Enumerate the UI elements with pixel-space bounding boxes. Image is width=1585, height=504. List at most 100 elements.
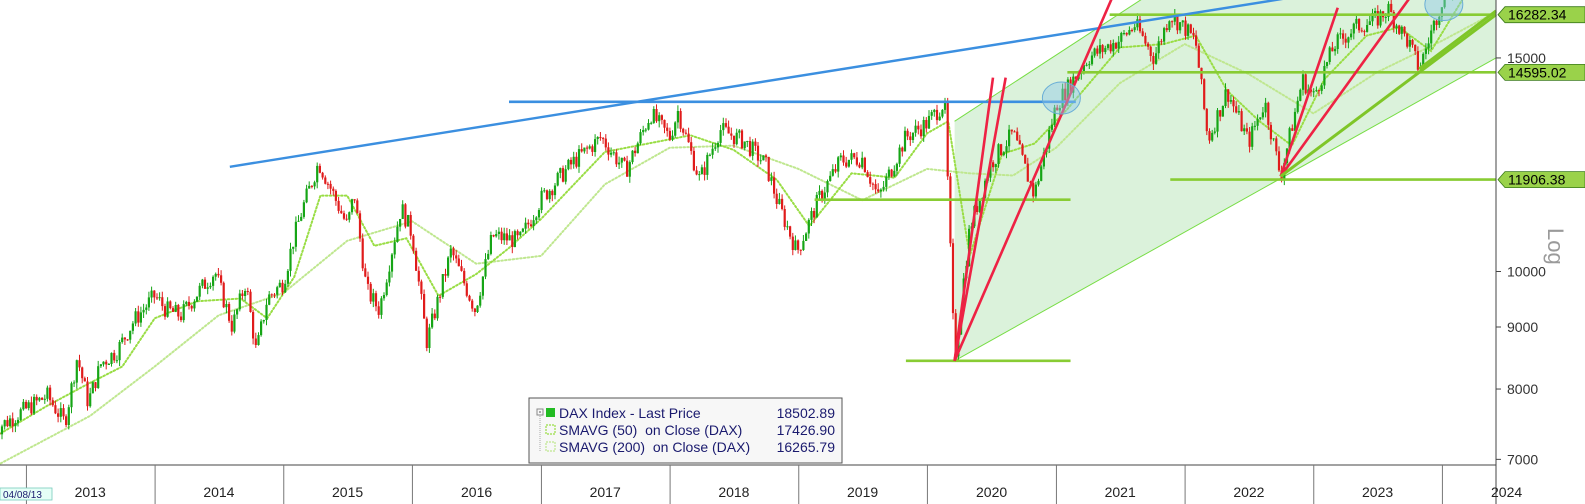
candle-body <box>326 183 329 185</box>
candle-body <box>273 294 276 296</box>
candle-body <box>1155 53 1158 64</box>
legend-value-price: 18502.89 <box>777 405 836 421</box>
candle-body <box>842 155 845 163</box>
candle-body <box>1291 128 1294 131</box>
candle-body <box>580 149 583 152</box>
candle-body <box>187 301 191 306</box>
candle-body <box>161 297 164 307</box>
candle-body <box>858 164 861 168</box>
candle-body <box>1058 108 1061 111</box>
candle-body <box>364 268 367 277</box>
y-tick-label: 7000 <box>1507 451 1538 467</box>
x-tick-label: 2014 <box>203 484 234 500</box>
legend-value-sma50: 17426.90 <box>777 422 836 438</box>
candle-body <box>1315 90 1318 92</box>
candle-body <box>1208 131 1211 141</box>
candle-body <box>1120 33 1123 42</box>
candle-body <box>1253 125 1256 127</box>
candle-body <box>1197 45 1200 68</box>
candle-body <box>1355 18 1358 24</box>
candle-body <box>1133 27 1136 31</box>
candle-body <box>1149 46 1152 56</box>
candle-body <box>1317 90 1321 92</box>
red-trendline <box>953 0 1113 362</box>
legend-swatch-sma200 <box>545 441 556 452</box>
candle-body <box>487 253 490 260</box>
candle-body <box>78 360 81 368</box>
candle-body <box>676 111 679 123</box>
candle-body <box>735 132 738 145</box>
candle-body <box>853 153 856 158</box>
candle-body <box>38 397 41 401</box>
candle-body <box>599 137 602 139</box>
red-trendline <box>1279 0 1410 178</box>
candle-body <box>1334 48 1337 52</box>
x-tick-label: 2022 <box>1233 484 1264 500</box>
candle-body <box>131 323 134 331</box>
candle-body <box>1034 184 1037 197</box>
candle-body <box>1299 89 1302 101</box>
legend-box[interactable]: DAX Index - Last Price 18502.89 SMAVG (5… <box>528 397 843 464</box>
candle-body <box>639 132 642 144</box>
candle-body <box>703 167 706 175</box>
candle-body <box>123 337 126 340</box>
candle-body <box>1272 138 1275 140</box>
candle-body <box>1138 19 1142 32</box>
candle-body <box>30 402 33 414</box>
candle-body <box>254 338 257 345</box>
candle-body <box>575 156 578 167</box>
candle-body <box>89 393 92 407</box>
candle-body <box>762 155 765 161</box>
legend-frame <box>528 397 843 464</box>
candle-body <box>1342 33 1345 39</box>
candle-body <box>583 147 586 152</box>
candle-body <box>1232 100 1235 107</box>
candle-body <box>954 313 957 357</box>
candle-body <box>340 210 343 214</box>
collapse-icon[interactable] <box>536 408 544 416</box>
candle-body <box>6 420 9 427</box>
red-trendline <box>953 77 1007 362</box>
candle-body <box>1147 43 1150 47</box>
candle-body <box>401 204 404 219</box>
candle-body <box>738 130 741 133</box>
candle-body <box>1005 146 1008 153</box>
candle-body <box>1106 44 1110 49</box>
x-tick-label: 2018 <box>718 484 749 500</box>
candle-body <box>334 190 337 201</box>
candle-body <box>511 235 514 247</box>
candle-body <box>767 156 770 181</box>
candle-body <box>382 295 386 299</box>
candle-body <box>163 306 167 317</box>
candle-body <box>380 298 383 315</box>
candle-body <box>1171 21 1174 23</box>
candle-body <box>1440 7 1443 17</box>
candle-body <box>1427 43 1430 49</box>
candle-body <box>839 155 842 158</box>
x-tick-label: 2020 <box>976 484 1007 500</box>
candle-body <box>1352 23 1355 34</box>
x-tick-label: 2013 <box>75 484 106 500</box>
candle-body <box>1122 33 1126 34</box>
candle-body <box>361 238 364 269</box>
candle-body <box>83 378 86 382</box>
candle-body <box>647 123 650 130</box>
candle-body <box>658 115 661 122</box>
price-series <box>0 0 1454 440</box>
candle-body <box>513 231 516 247</box>
candle-body <box>289 248 292 271</box>
candle-body <box>935 109 939 121</box>
candle-body <box>663 119 666 128</box>
candle-body <box>460 266 463 271</box>
candle-body <box>548 190 551 200</box>
candle-body <box>179 316 183 321</box>
candle-body <box>1243 128 1246 132</box>
candle-body <box>1344 38 1347 43</box>
candle-body <box>1400 26 1403 34</box>
candle-body <box>169 301 172 309</box>
candle-body <box>94 382 97 388</box>
candle-body <box>1141 31 1144 36</box>
candle-body <box>268 294 271 305</box>
candle-body <box>1267 102 1270 125</box>
candle-body <box>230 320 233 332</box>
